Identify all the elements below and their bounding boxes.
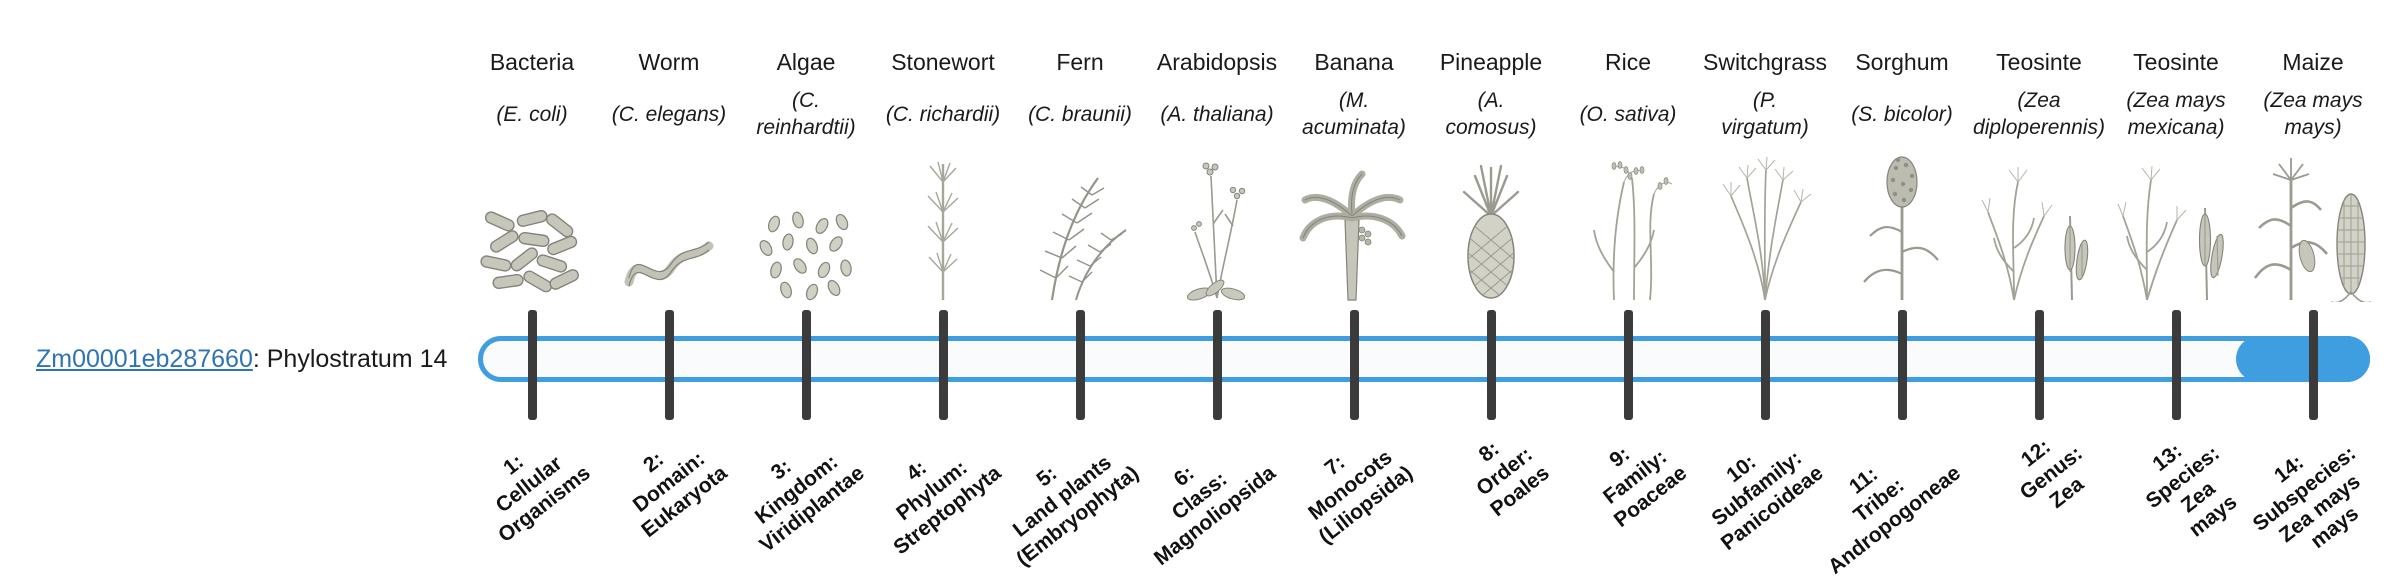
stratum-label-9: 9: Family: Poaceae [1598, 442, 1691, 532]
organism-scientific-name: (E. coli) [496, 102, 568, 126]
stratum-label-5: 5: Land plants (Embryophyta) [1008, 450, 1143, 571]
stratum-tick-7 [1349, 310, 1359, 420]
stratum-label-8: 8: Order: Poales [1472, 437, 1554, 521]
organism-name: Teosinte [2133, 49, 2219, 75]
stratum-tick-11 [1897, 310, 1907, 420]
organism-column: Stonewort (C. richardii) [868, 46, 1018, 302]
stratum-tick-3 [801, 310, 811, 420]
organism-name: Pineapple [1439, 49, 1543, 75]
stratum-label-12: 12: Genus: Zea [2015, 434, 2088, 513]
stratum-tick-10 [1760, 310, 1770, 420]
stratum-tick-1 [527, 310, 537, 420]
rice-icon [1582, 150, 1674, 302]
organism-column: Maize (Zea mays mays) [2238, 46, 2388, 302]
organism-column: Worm (C. elegans) [594, 46, 744, 302]
stonewort-icon [908, 150, 978, 302]
organism-scientific-name: (M. acuminata) [1302, 89, 1406, 139]
organism-name: Bacteria [489, 49, 575, 75]
stratum-tick-9 [1623, 310, 1633, 420]
organism-name: Sorghum [1855, 49, 1949, 75]
gene-phylostratum-text: : Phylostratum 14 [252, 345, 448, 373]
organism-scientific-name: (S. bicolor) [1851, 102, 1953, 126]
teosinte-mexicana-icon [2117, 150, 2235, 302]
organism-scientific-name: (P. virgatum) [1721, 89, 1809, 139]
organism-scientific-name: (Zea mays mays) [2263, 89, 2363, 139]
gene-link[interactable]: Zm00001eb287660 [36, 345, 253, 373]
organism-scientific-name: (C. reinhardtii) [756, 89, 856, 139]
organism-name: Switchgrass [1703, 49, 1827, 75]
teosinte-diploperennis-icon [1980, 150, 2098, 302]
switchgrass-icon [1715, 150, 1815, 302]
stratum-tick-2 [664, 310, 674, 420]
organism-name: Stonewort [891, 49, 995, 75]
organism-column: Banana (M. acuminata) [1279, 46, 1429, 302]
organism-column: Algae (C. reinhardtii) [731, 46, 881, 302]
organism-scientific-name: (Zea diploperennis) [1973, 89, 2105, 139]
organism-column: Rice (O. sativa) [1553, 46, 1703, 302]
organism-column: Bacteria (E. coli) [457, 46, 607, 302]
maize-icon [2251, 150, 2375, 302]
bacteria-icon [479, 150, 585, 302]
organism-name: Maize [2282, 49, 2344, 75]
stratum-label-1: 1: Cellular Organisms [491, 450, 595, 547]
stratum-label-7: 7: Monocots (Liliopsida) [1304, 445, 1417, 549]
stratum-label-14: 14: Subspecies: Zea mays mays [2248, 441, 2365, 554]
fern-icon [1024, 150, 1136, 302]
stratum-tick-12 [2034, 310, 2044, 420]
pineapple-icon [1450, 150, 1532, 302]
stratum-tick-5 [1075, 310, 1085, 420]
phylostrata-track [478, 336, 2370, 382]
track-highlight-stratum-14 [2236, 336, 2370, 382]
organism-column: Fern (C. braunii) [1005, 46, 1155, 302]
algae-icon [756, 150, 856, 302]
organism-column: Sorghum (S. bicolor) [1827, 46, 1977, 302]
organism-column: Arabidopsis (A. thaliana) [1142, 46, 1292, 302]
stratum-tick-6 [1212, 310, 1222, 420]
arabidopsis-icon [1175, 150, 1259, 302]
organism-scientific-name: (C. braunii) [1028, 102, 1132, 126]
organism-name: Worm [638, 49, 700, 75]
organism-name: Algae [776, 49, 836, 75]
organism-column: Switchgrass (P. virgatum) [1690, 46, 1840, 302]
organism-scientific-name: (C. elegans) [611, 102, 727, 126]
worm-icon [621, 150, 717, 302]
sorghum-icon [1860, 150, 1944, 302]
organism-name: Banana [1314, 49, 1394, 75]
stratum-label-2: 2: Domain: Eukaryota [629, 446, 732, 542]
stratum-label-6: 6: Class: Magnoliopsida [1149, 461, 1280, 570]
stratum-label-3: 3: Kingdom: Viridiplantae [751, 450, 869, 557]
stratum-label-11: 11: Tribe: Andropogoneae [1823, 461, 1965, 579]
organism-name: Arabidopsis [1156, 49, 1278, 75]
stratum-tick-8 [1486, 310, 1496, 420]
stratum-tick-14 [2308, 310, 2318, 420]
organism-scientific-name: (O. sativa) [1579, 102, 1677, 126]
stratum-label-13: 13: Species: Zea mays [2141, 439, 2242, 542]
organism-name: Teosinte [1996, 49, 2082, 75]
banana-icon [1298, 150, 1410, 302]
stratum-label-4: 4: Phylum: Streptophyta [889, 455, 1006, 559]
stratum-tick-13 [2171, 310, 2181, 420]
organism-name: Fern [1056, 49, 1104, 75]
organism-scientific-name: (A. comosus) [1445, 89, 1537, 139]
organism-scientific-name: (C. richardii) [885, 102, 1001, 126]
organism-column: Teosinte (Zea mays mexicana) [2101, 46, 2251, 302]
organism-column: Teosinte (Zea diploperennis) [1964, 46, 2114, 302]
stratum-tick-4 [938, 310, 948, 420]
gene-label: Zm00001eb287660: Phylostratum 14 [36, 345, 447, 373]
organism-scientific-name: (Zea mays mexicana) [2126, 89, 2226, 139]
organism-scientific-name: (A. thaliana) [1160, 102, 1274, 126]
organism-name: Rice [1604, 49, 1651, 75]
organism-column: Pineapple (A. comosus) [1416, 46, 1566, 302]
